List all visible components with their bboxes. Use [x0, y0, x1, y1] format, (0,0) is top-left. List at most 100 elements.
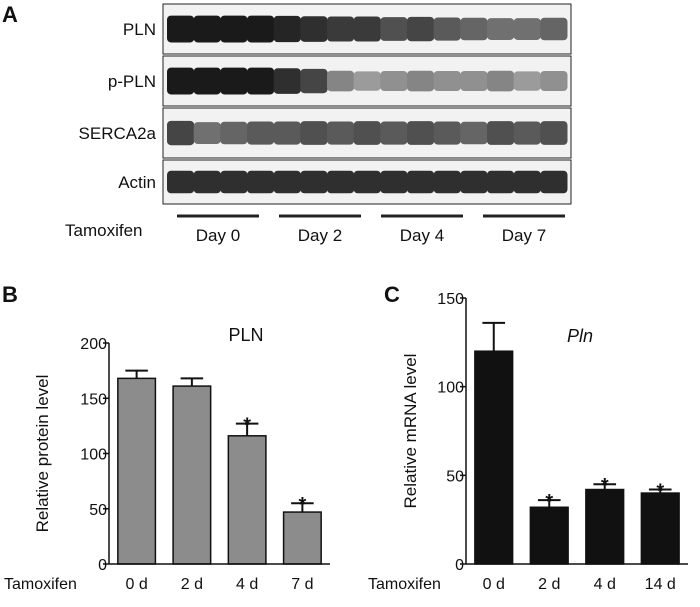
- blot-band: [167, 170, 195, 194]
- blot-band: [193, 122, 221, 144]
- blot-band: [220, 67, 248, 95]
- day-group-label: Day 4: [400, 226, 444, 245]
- blot-band: [300, 68, 328, 94]
- blot-band: [273, 170, 301, 194]
- y-tick-label: 50: [89, 502, 107, 519]
- blot-band: [327, 170, 355, 194]
- blot-band: [300, 121, 328, 145]
- bar: [585, 488, 625, 565]
- y-axis-title: Relative mRNA level: [401, 354, 420, 509]
- blot-band: [380, 17, 408, 41]
- bar: [529, 506, 569, 565]
- blot-band: [433, 17, 461, 41]
- day-group-brackets: Day 0 Day 2 Day 4 Day 7: [177, 214, 565, 245]
- bar: [172, 385, 212, 565]
- x-category-label: 4 d: [236, 576, 258, 593]
- chart-title: Pln: [567, 326, 593, 346]
- blot-band: [380, 71, 408, 91]
- y-tick-label: 100: [437, 380, 464, 397]
- blot-row-2: p-PLN: [108, 55, 572, 107]
- blot-band: [220, 121, 248, 145]
- blot-band: [380, 170, 408, 194]
- blot-band: [487, 121, 515, 145]
- blot-band: [460, 170, 488, 194]
- blot-band: [407, 70, 435, 92]
- blot-band: [247, 15, 275, 43]
- x-category-label: 4 d: [594, 576, 616, 593]
- x-category-label: 2 d: [538, 576, 560, 593]
- significance-star: *: [298, 494, 306, 516]
- blot-row-1: PLN: [123, 3, 572, 55]
- blot-band: [327, 70, 355, 92]
- blot-band: [300, 16, 328, 42]
- day-group-label: Day 7: [502, 226, 546, 245]
- blot-band: [513, 170, 541, 194]
- blot-band: [487, 70, 515, 92]
- blot-band: [460, 71, 488, 91]
- bar: [282, 511, 322, 565]
- blot-band: [247, 121, 275, 145]
- y-axis-title: Relative protein level: [33, 375, 52, 533]
- panel-b-letter: B: [2, 282, 18, 307]
- bar: [227, 435, 267, 565]
- blot-band: [487, 18, 515, 40]
- blot-band: [327, 121, 355, 145]
- blot-band: [487, 170, 515, 194]
- blot-band: [273, 15, 301, 43]
- x-category-label: 2 d: [181, 576, 203, 593]
- blot-band: [327, 16, 355, 42]
- blot-label: PLN: [123, 20, 156, 39]
- blot-band: [193, 15, 221, 43]
- panel-c-letter: C: [384, 282, 400, 307]
- blot-band: [433, 170, 461, 194]
- blot-band: [353, 170, 381, 194]
- blot-band: [273, 68, 301, 94]
- x-category-label: 0 d: [126, 576, 148, 593]
- day-group-label: Day 0: [196, 226, 240, 245]
- significance-star: *: [545, 491, 553, 513]
- blot-band: [433, 121, 461, 145]
- blot-label: p-PLN: [108, 72, 156, 91]
- blot-label: Actin: [118, 173, 156, 192]
- blot-row-3: SERCA2a: [79, 107, 572, 159]
- blot-band: [460, 17, 488, 41]
- y-tick-label: 200: [80, 336, 107, 353]
- y-tick-label: 0: [98, 557, 107, 574]
- treatment-label-c: Tamoxifen: [368, 576, 441, 593]
- blot-band: [247, 67, 275, 95]
- bar: [474, 350, 514, 565]
- blot-band: [380, 121, 408, 145]
- blot-band: [353, 71, 381, 91]
- blot-band: [513, 71, 541, 91]
- blot-band: [167, 120, 195, 146]
- blot-rows: PLN p-PLN SERCA2a Actin: [79, 3, 572, 205]
- blot-band: [220, 15, 248, 43]
- blot-band: [407, 121, 435, 145]
- blot-band: [513, 121, 541, 145]
- blot-band: [220, 170, 248, 194]
- blot-band: [167, 15, 195, 43]
- significance-star: *: [243, 415, 251, 437]
- significance-star: *: [656, 481, 664, 503]
- significance-star: *: [601, 475, 609, 497]
- treatment-label-a: Tamoxifen: [65, 221, 142, 240]
- panel-c-chart: C Tamoxifen 0 50 100 150 Relative mRNA level…: [368, 282, 688, 593]
- blot-band: [433, 71, 461, 91]
- blot-band: [300, 170, 328, 194]
- blot-band: [353, 16, 381, 42]
- blot-band: [273, 121, 301, 145]
- day-group-label: Day 2: [298, 226, 342, 245]
- y-tick-label: 0: [455, 557, 464, 574]
- blot-band: [353, 121, 381, 145]
- blot-band: [407, 16, 435, 42]
- panel-b-chart: B Tamoxifen 0 50 100 150 200 Relative protein…: [2, 282, 330, 593]
- x-category-label: 0 d: [483, 576, 505, 593]
- blot-band: [513, 18, 541, 40]
- bar-chart-1: 0 50 100 150 200 Relative protein level PLN 0 d…: [33, 325, 330, 593]
- bar: [640, 492, 680, 565]
- blot-band: [167, 67, 195, 95]
- x-category-label: 14 d: [645, 576, 676, 593]
- y-tick-label: 150: [437, 291, 464, 308]
- panel-a-letter: A: [2, 2, 18, 27]
